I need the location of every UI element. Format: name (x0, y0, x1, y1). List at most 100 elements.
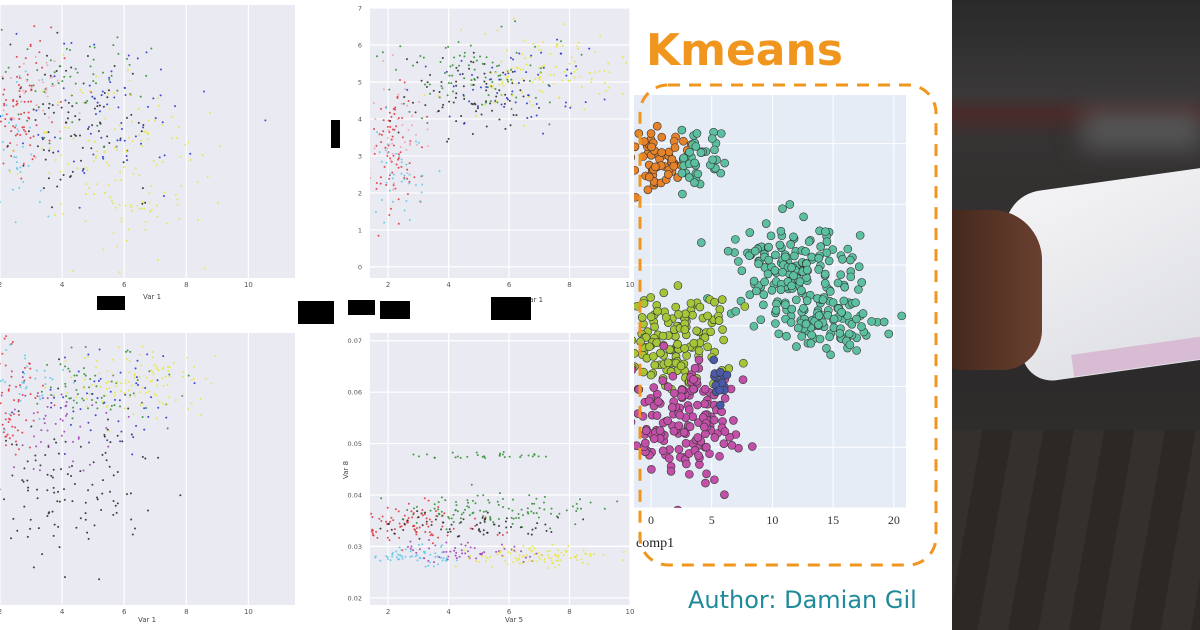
scatter-point (104, 191, 107, 194)
scatter-point (498, 83, 501, 86)
cluster-point (734, 257, 743, 266)
scatter-point (447, 45, 450, 48)
scatter-point (0, 394, 3, 397)
scatter-point (63, 498, 66, 501)
scatter-point (70, 376, 73, 379)
scatter-point (483, 80, 486, 83)
scatter-point (568, 62, 571, 65)
scatter-point (71, 121, 74, 124)
scatter-point (531, 502, 534, 505)
scatter-point (15, 385, 18, 388)
cluster-point (799, 303, 808, 313)
scatter-point (510, 108, 513, 111)
scatter-point (125, 149, 128, 152)
scatter-point (388, 143, 391, 146)
scatter-point (32, 135, 35, 138)
scatter-point (28, 84, 31, 87)
scatter-point (96, 124, 99, 127)
scatter-point (84, 374, 87, 377)
scatter-point (378, 133, 381, 136)
scatter-point (363, 158, 365, 160)
scatter-point (579, 498, 582, 501)
cluster-point (695, 302, 705, 312)
scatter-point (434, 552, 437, 555)
cluster-point (652, 121, 662, 131)
scatter-point (494, 87, 497, 90)
scatter-point (516, 82, 519, 85)
scatter-point (616, 500, 619, 503)
scatter-point (401, 555, 404, 558)
scatter-point (21, 145, 24, 148)
scatter-point (397, 131, 400, 134)
scatter-point (550, 559, 553, 562)
scatter-point (455, 557, 458, 560)
scatter-point (153, 119, 156, 122)
scatter-point (26, 73, 29, 76)
scatter-point (392, 144, 395, 147)
cluster-point (764, 242, 773, 252)
scatter-point (43, 417, 46, 420)
scatter-point (447, 137, 450, 140)
scatter-point (440, 510, 443, 513)
scatter-point (463, 51, 466, 54)
x-tick-label: 6 (507, 281, 512, 289)
redaction-box (380, 301, 410, 319)
scatter-point (19, 399, 22, 402)
scatter-point (491, 81, 494, 84)
scatter-point (406, 508, 409, 511)
scatter-point (41, 138, 44, 141)
x-tick-label: 10 (244, 281, 253, 289)
scatter-point (42, 187, 45, 190)
scatter-point (82, 82, 85, 85)
scatter-point (139, 391, 142, 394)
scatter-point (35, 124, 38, 127)
scatter-point (534, 45, 537, 48)
scatter-point (44, 383, 47, 386)
scatter-point (51, 510, 54, 513)
scatter-point (105, 406, 108, 409)
scatter-point (391, 177, 394, 180)
scatter-point (489, 102, 492, 105)
scatter-point (425, 520, 428, 523)
scatter-point (441, 521, 444, 524)
scatter-point (116, 245, 119, 248)
scatter-point (470, 60, 473, 63)
cluster-point (710, 297, 719, 307)
scatter-point (408, 173, 411, 176)
scatter-point (415, 527, 418, 530)
scatter-point (485, 82, 488, 85)
cluster-point (690, 363, 700, 373)
cluster-point (707, 134, 717, 143)
scatter-point (405, 58, 408, 61)
scatter-point (10, 342, 13, 345)
scatter-point (48, 139, 51, 142)
scatter-point (95, 385, 98, 388)
cluster-point (657, 148, 666, 157)
scatter-point (511, 522, 514, 525)
scatter-point (441, 106, 444, 109)
scatter-point (383, 221, 386, 224)
scatter-point (418, 537, 421, 540)
scatter-point (24, 130, 27, 133)
scatter-point (469, 546, 472, 549)
scatter-point (81, 169, 84, 172)
scatter-point (541, 65, 544, 68)
cluster-point (661, 313, 671, 322)
scatter-point (382, 88, 385, 91)
scatter-point (174, 105, 177, 108)
cluster-point (651, 162, 660, 172)
scatter-point (93, 193, 96, 196)
scatter-point (441, 559, 444, 562)
scatter-point (93, 140, 96, 143)
cluster-point (617, 317, 625, 325)
scatter-point (424, 511, 427, 514)
scatter-point (88, 386, 91, 389)
cluster-point (689, 338, 699, 348)
scatter-point (547, 557, 550, 560)
cluster-point (646, 312, 656, 322)
scatter-point (59, 100, 62, 103)
scatter-point (505, 49, 508, 52)
scatter-point (386, 558, 389, 561)
scatter-point (22, 380, 25, 383)
scatter-point (489, 84, 492, 87)
